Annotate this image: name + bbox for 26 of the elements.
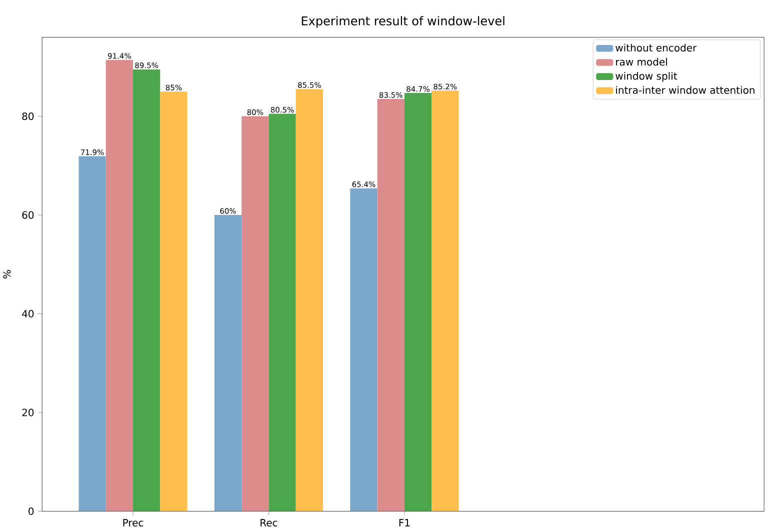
bar [296, 89, 324, 512]
bar [432, 90, 459, 512]
y-tick-label: 60 [22, 211, 34, 219]
bar [106, 60, 134, 512]
bar [268, 114, 296, 512]
bar [404, 93, 432, 512]
bar [160, 92, 188, 512]
y-tick-label: 0 [28, 507, 34, 516]
chart-title: Experiment result of window-level [302, 16, 504, 28]
bar [377, 98, 404, 512]
bar [78, 156, 106, 512]
bar [242, 116, 269, 512]
bar [350, 188, 378, 512]
legend-label: window split [616, 72, 678, 82]
y-tick-label: 20 [22, 408, 34, 416]
x-tick-label: F1 [399, 519, 410, 526]
legend-label: intra-inter window attention [616, 86, 754, 94]
bar [133, 69, 160, 512]
y-tick-label: 40 [22, 310, 34, 318]
y-axis-title: % [3, 270, 11, 278]
legend-label: without encoder [616, 44, 697, 52]
bar [214, 215, 242, 512]
legend-label: raw model [616, 58, 667, 66]
x-tick-label: Rec [260, 519, 278, 526]
y-tick-label: 80 [22, 112, 34, 120]
x-tick-label: Prec [123, 519, 144, 526]
